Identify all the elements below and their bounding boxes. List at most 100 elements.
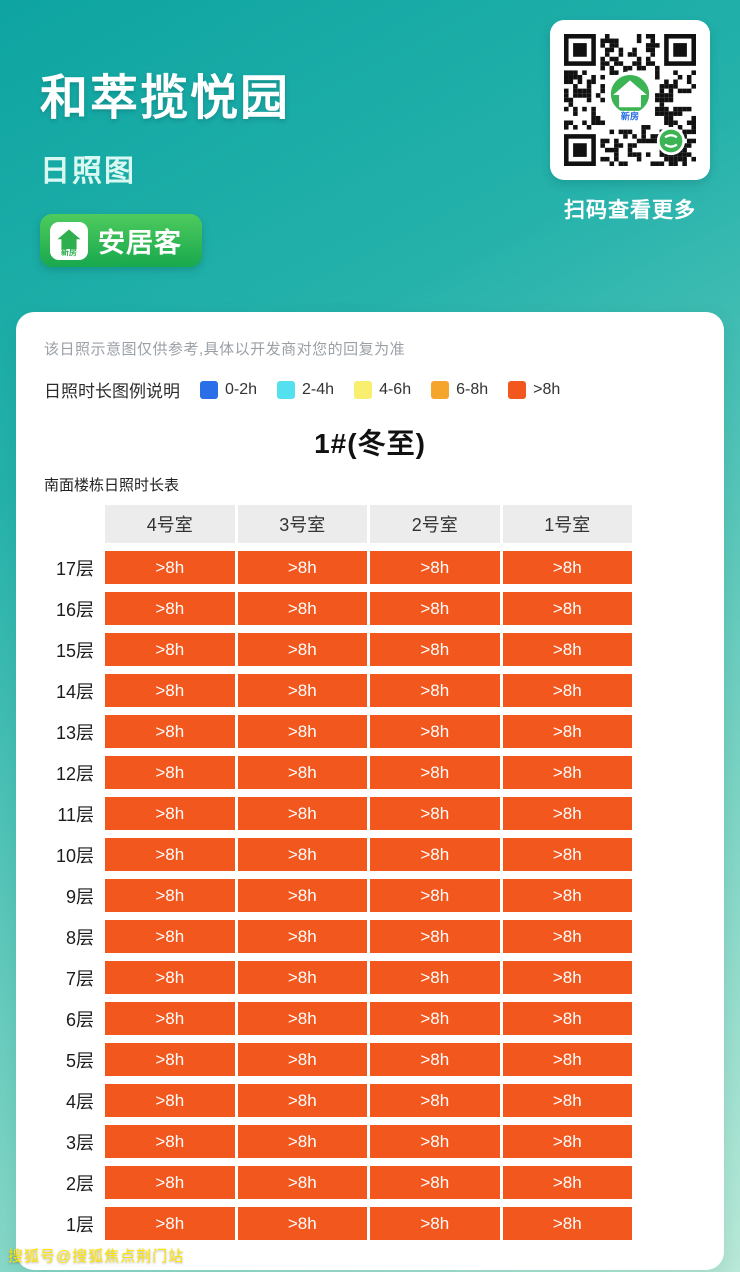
floor-label: 16层 xyxy=(55,599,94,620)
sunlight-cell: >8h xyxy=(502,838,632,871)
sunlight-cell: >8h xyxy=(105,879,235,912)
sunlight-cell: >8h xyxy=(502,1043,632,1076)
sunlight-cell: >8h xyxy=(105,1043,235,1076)
sunlight-cell: >8h xyxy=(502,551,632,584)
sunlight-cell: >8h xyxy=(502,1207,632,1240)
sunlight-cell: >8h xyxy=(502,879,632,912)
sunlight-cell: >8h xyxy=(105,838,235,871)
sunlight-cell: >8h xyxy=(237,838,367,871)
legend-item: 6-8h xyxy=(431,380,489,399)
floor-label: 7层 xyxy=(65,968,94,989)
floor-label: 13层 xyxy=(55,722,94,743)
brand-icon-label: 新房 xyxy=(61,247,77,257)
sunlight-cell: >8h xyxy=(105,715,235,748)
brand-name: 安居客 xyxy=(98,228,182,258)
sunlight-cell: >8h xyxy=(105,674,235,707)
sunlight-cell: >8h xyxy=(502,1002,632,1035)
sunlight-cell: >8h xyxy=(370,592,500,625)
sunlight-cell: >8h xyxy=(105,592,235,625)
sunlight-cell: >8h xyxy=(370,1084,500,1117)
legend-swatch-4-6h xyxy=(354,380,373,399)
sunlight-cell: >8h xyxy=(502,961,632,994)
sunlight-cell: >8h xyxy=(237,961,367,994)
sunlight-cell: >8h xyxy=(105,633,235,666)
floor-label: 12层 xyxy=(55,763,94,784)
floor-label: 9层 xyxy=(65,886,94,907)
sunlight-cell: >8h xyxy=(237,1002,367,1035)
floor-label: 10层 xyxy=(55,845,94,866)
anjuke-brand-badge[interactable]: 新房 安居客 xyxy=(40,214,202,267)
legend-label: 6-8h xyxy=(456,380,489,398)
sunlight-cell: >8h xyxy=(237,920,367,953)
sunlight-cell: >8h xyxy=(370,1043,500,1076)
sunlight-cell: >8h xyxy=(370,1002,500,1035)
legend-label: 0-2h xyxy=(225,380,258,398)
legend-label: >8h xyxy=(533,380,561,398)
legend-item: 4-6h xyxy=(354,380,412,399)
sunlight-cell: >8h xyxy=(237,592,367,625)
sunlight-cell: >8h xyxy=(502,674,632,707)
sunlight-cell: >8h xyxy=(370,838,500,871)
sunlight-cell: >8h xyxy=(370,1207,500,1240)
sunlight-cell: >8h xyxy=(237,1084,367,1117)
svg-text:新房: 新房 xyxy=(621,111,639,122)
sunlight-cell: >8h xyxy=(237,797,367,830)
sunlight-cell: >8h xyxy=(105,961,235,994)
floor-label: 8层 xyxy=(65,927,94,948)
watermark: 搜狐号@搜狐焦点荆门站 xyxy=(8,1248,185,1265)
table-corner xyxy=(44,505,102,543)
sunlight-cell: >8h xyxy=(502,756,632,789)
sunlight-cell: >8h xyxy=(502,1084,632,1117)
sunlight-cell: >8h xyxy=(502,1125,632,1158)
sunlight-cell: >8h xyxy=(237,551,367,584)
floor-label: 3层 xyxy=(65,1132,94,1153)
legend-title: 日照时长图例说明 xyxy=(44,382,180,401)
sunlight-cell: >8h xyxy=(502,592,632,625)
floor-label: 14层 xyxy=(55,681,94,702)
sunlight-cell: >8h xyxy=(237,879,367,912)
sunlight-cell: >8h xyxy=(105,797,235,830)
sunlight-cell: >8h xyxy=(502,920,632,953)
legend-item: 2-4h xyxy=(277,380,335,399)
disclaimer-text: 该日照示意图仅供参考,具体以开发商对您的回复为准 xyxy=(44,341,406,358)
sunlight-cell: >8h xyxy=(502,715,632,748)
sunlight-cell: >8h xyxy=(502,633,632,666)
sunlight-cell: >8h xyxy=(237,715,367,748)
sunlight-cell: >8h xyxy=(105,1207,235,1240)
page-title: 和萃揽悦园 xyxy=(40,72,291,125)
sunlight-cell: >8h xyxy=(237,674,367,707)
sunlight-cell: >8h xyxy=(370,961,500,994)
section-title: 1#(冬至) xyxy=(314,428,426,459)
legend-swatch-0-2h xyxy=(200,380,218,399)
sunlight-cell: >8h xyxy=(370,920,500,953)
sunlight-cell: >8h xyxy=(370,1166,500,1199)
floor-label: 4层 xyxy=(65,1091,94,1112)
sunlight-cell: >8h xyxy=(105,1125,235,1158)
qr-code: 新房 xyxy=(550,20,710,180)
floor-label: 5层 xyxy=(65,1050,94,1071)
legend: 日照时长图例说明 0-2h 2-4h 4-6h 6-8h >8h xyxy=(44,377,696,402)
floor-label: 11层 xyxy=(57,804,94,825)
sunlight-cell: >8h xyxy=(237,1043,367,1076)
sunlight-cell: >8h xyxy=(105,1084,235,1117)
legend-label: 2-4h xyxy=(302,380,335,398)
sunlight-cell: >8h xyxy=(237,633,367,666)
sunlight-cell: >8h xyxy=(370,879,500,912)
column-header: 2号室 xyxy=(370,505,500,543)
floor-label: 2层 xyxy=(65,1173,94,1194)
sunlight-cell: >8h xyxy=(105,920,235,953)
qr-caption: 扫码查看更多 xyxy=(564,199,696,222)
legend-label: 4-6h xyxy=(379,380,412,398)
content-card: 该日照示意图仅供参考,具体以开发商对您的回复为准 日照时长图例说明 0-2h 2… xyxy=(16,312,724,1270)
floor-label: 17层 xyxy=(55,558,94,579)
sunlight-cell: >8h xyxy=(105,1002,235,1035)
sunlight-cell: >8h xyxy=(370,633,500,666)
legend-item: >8h xyxy=(508,380,561,399)
sunlight-cell: >8h xyxy=(502,797,632,830)
floor-label: 6层 xyxy=(65,1009,94,1030)
floor-label: 1层 xyxy=(65,1214,94,1235)
sunlight-cell: >8h xyxy=(105,551,235,584)
column-header: 3号室 xyxy=(237,505,367,543)
sunlight-cell: >8h xyxy=(237,756,367,789)
column-header: 1号室 xyxy=(502,505,632,543)
